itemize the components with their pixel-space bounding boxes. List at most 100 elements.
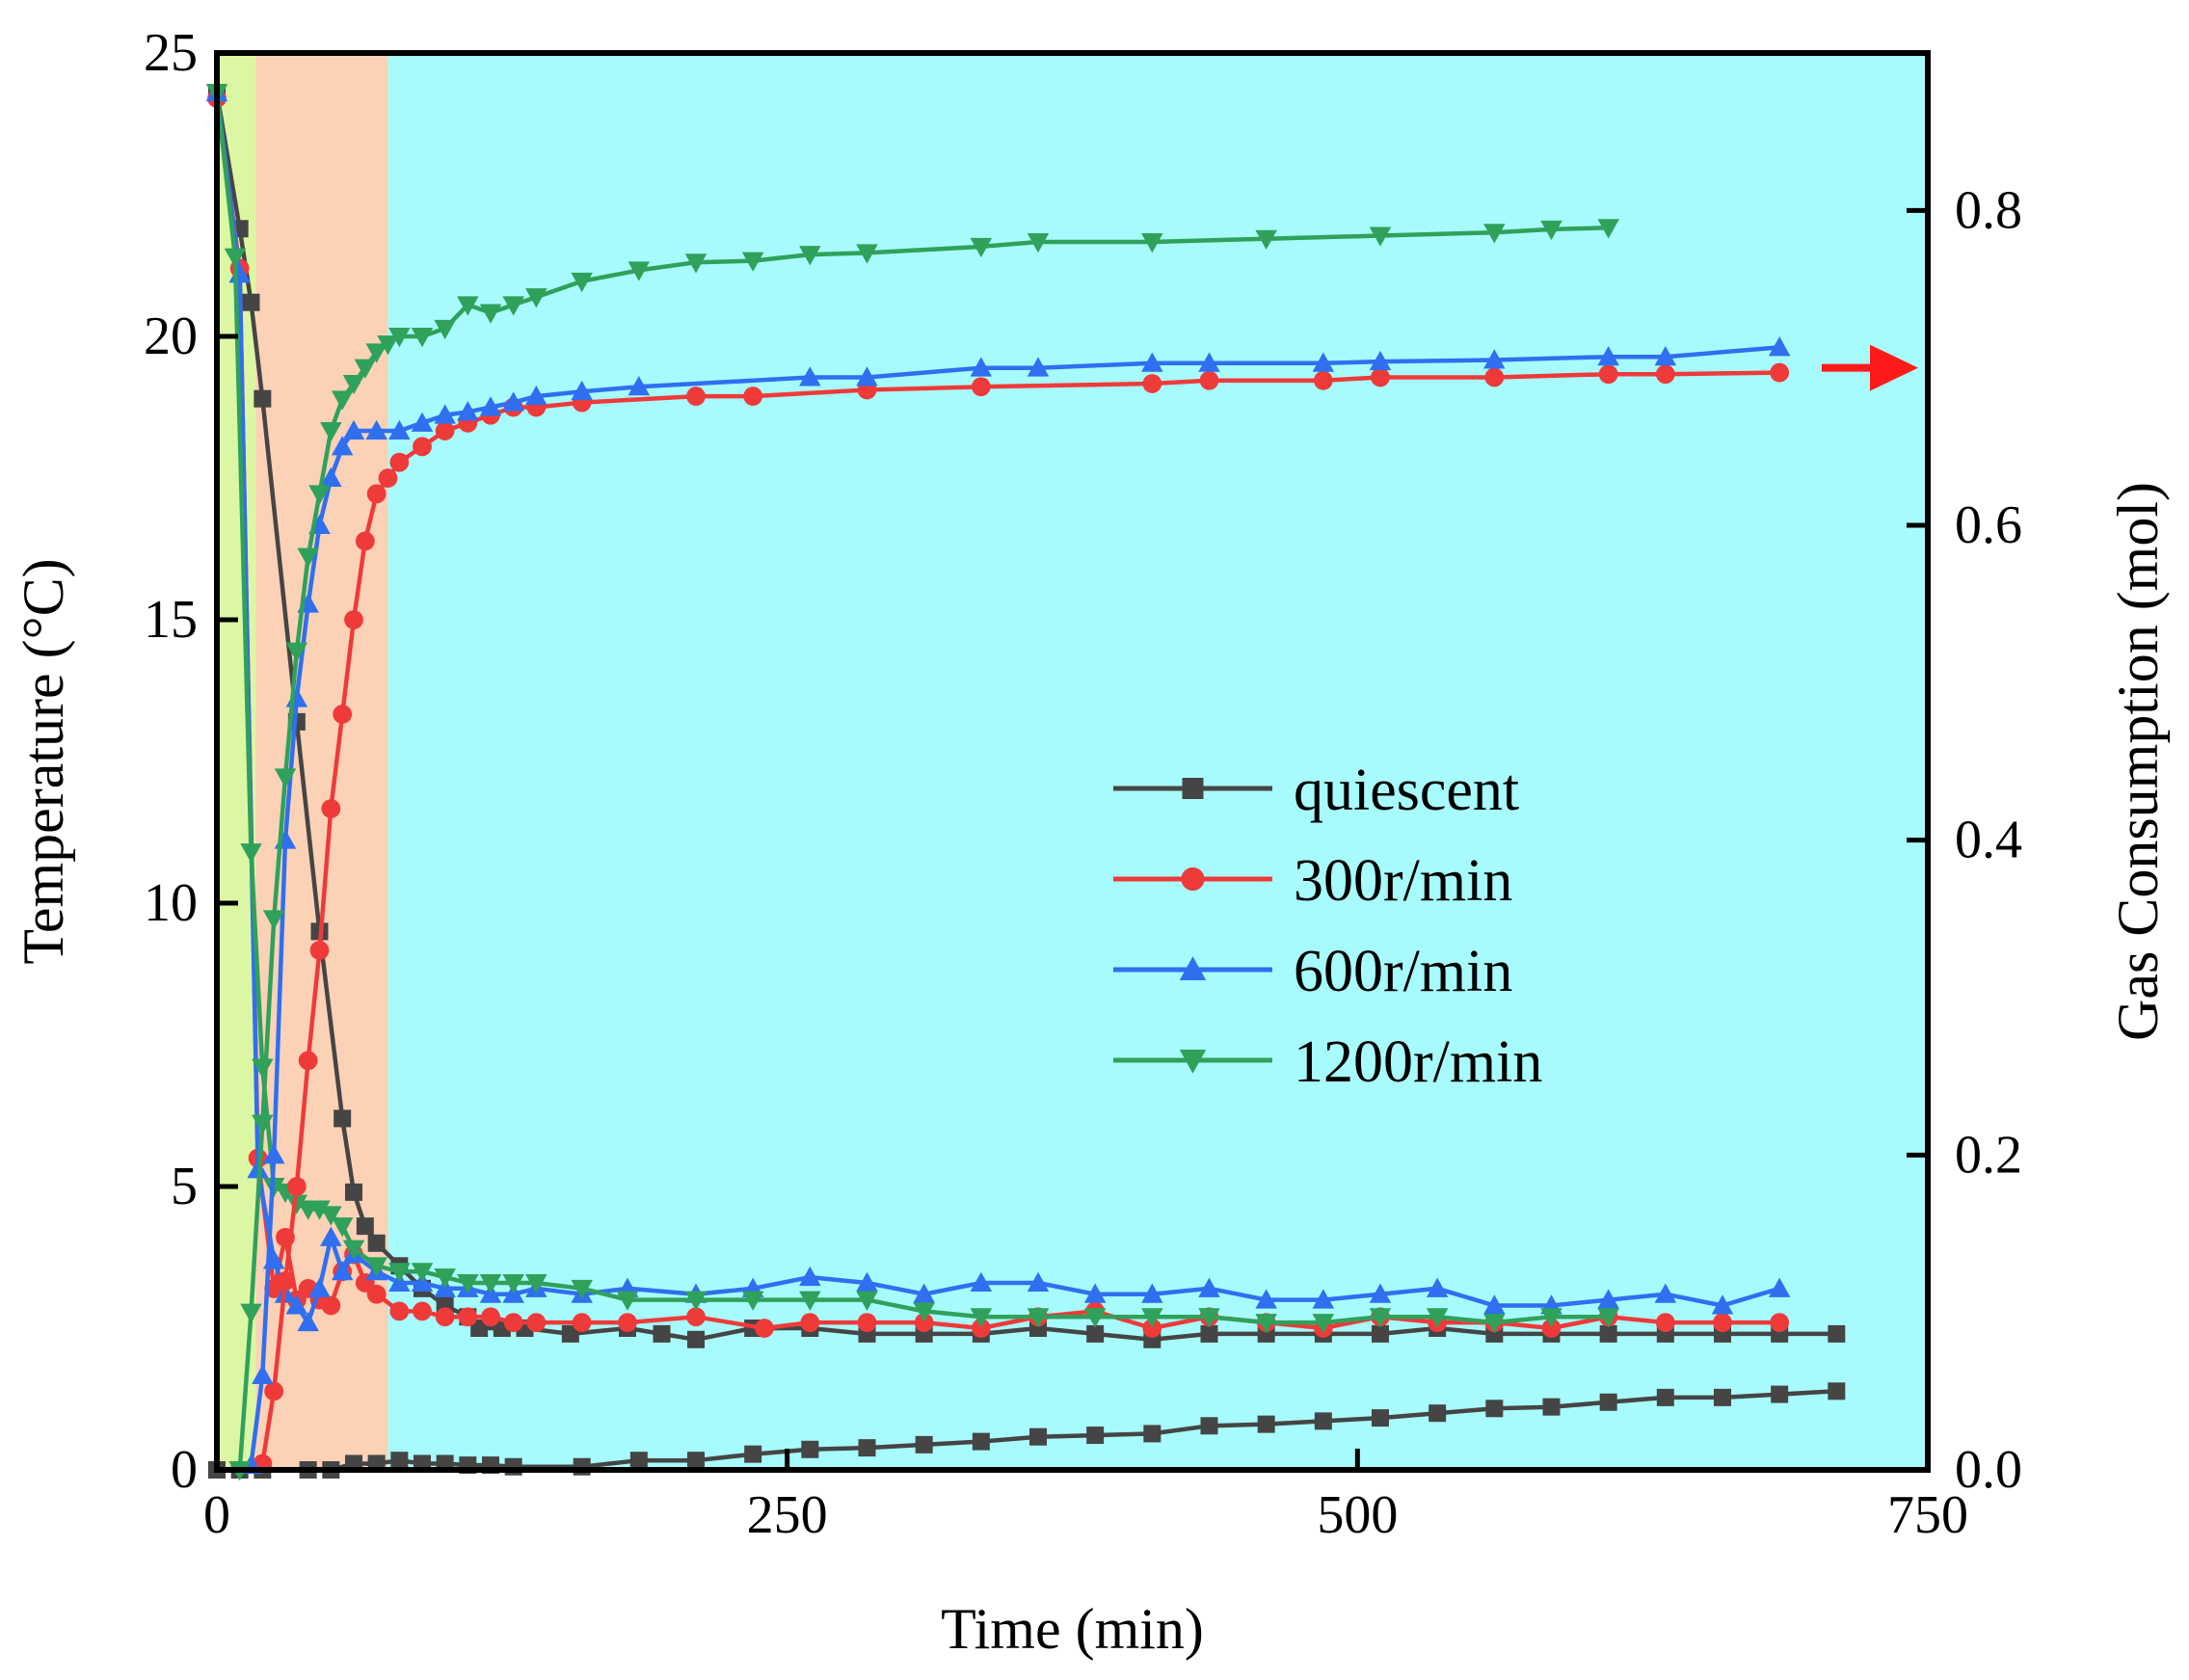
data-point [1369,1283,1392,1303]
data-point [355,531,375,551]
legend-label: 600r/min [1294,939,1512,1004]
data-point [413,437,432,457]
data-point [1654,345,1677,366]
data-point [331,1217,354,1238]
data-point [413,1301,432,1321]
data-point [1828,1324,1846,1343]
data-point [1426,1277,1449,1297]
legend-marker [1179,956,1207,980]
data-point [571,380,593,401]
data-point [1255,229,1277,250]
data-point [457,401,479,421]
data-point [309,941,330,960]
data-point [254,389,272,408]
data-point [224,248,247,268]
data-point [970,1308,993,1328]
data-point [1541,1319,1562,1338]
data-point [334,1109,352,1128]
data-point [320,1206,342,1226]
data-point [297,547,319,568]
y-axis-right-title: Gas Consumption (mol) [2106,482,2170,1041]
data-point [286,1177,307,1196]
data-point [411,412,434,432]
data-point [365,419,387,440]
data-point [434,1268,456,1289]
data-point [1083,1283,1107,1303]
data-point [799,1291,821,1311]
data-point [741,252,764,272]
data-point [1426,1308,1449,1328]
data-point [561,1324,579,1343]
y-left-tick-label: 20 [144,307,198,366]
data-point [627,376,651,396]
data-point [342,419,365,440]
legend-marker [1182,778,1204,799]
data-point [525,385,547,406]
data-point [741,1291,764,1311]
data-point [297,1311,319,1332]
data-point [457,1273,479,1294]
data-point [285,1194,308,1214]
data-point [1369,1308,1392,1328]
data-point [390,1452,409,1470]
data-point [1141,1283,1163,1303]
data-point [684,1291,707,1311]
data-point [1141,233,1163,253]
data-point [799,366,821,387]
y-left-tick-label: 0 [171,1440,198,1500]
data-point [285,642,308,662]
legend-label: 300r/min [1294,848,1512,914]
data-point [240,1303,262,1323]
data-point [502,296,524,316]
right-axis-arrow [1870,344,1918,391]
data-point [1656,1388,1674,1406]
y-left-tick-label: 25 [144,23,198,83]
data-point [308,1200,331,1220]
data-point [971,1319,991,1338]
data-point [479,1273,502,1294]
series-gas-consumption-300r-min [253,362,1790,1474]
y-right-tick-label: 0.4 [1955,811,2022,870]
data-point [526,1313,547,1333]
data-point [411,1263,434,1283]
legend-item-quiescent: quiescent [1113,758,1519,823]
data-point [970,357,993,377]
y-right-tick-label: 0.8 [1955,180,2022,240]
series-gas-consumption-1200r-min [228,219,1619,1481]
data-point [1485,1400,1504,1418]
data-point [1142,1319,1162,1338]
data-point [378,468,398,488]
data-point [435,1307,455,1327]
data-point [686,387,706,406]
data-point [1599,1393,1617,1411]
data-point [1086,1324,1105,1343]
data-point [1198,1277,1220,1297]
data-point [1428,1404,1447,1423]
data-point [377,335,399,356]
data-point [457,296,479,316]
data-point [503,1313,523,1333]
y-left-tick-label: 10 [144,873,198,933]
data-point [1313,370,1333,390]
data-point [1141,352,1163,372]
data-point [686,1307,706,1327]
data-point [1141,1308,1163,1328]
data-point [285,1294,308,1315]
data-point [755,1319,774,1338]
data-point [913,1302,935,1322]
data-point [1768,1277,1791,1297]
series-line [260,370,1780,1464]
data-point [856,1291,878,1311]
data-point [1086,1427,1105,1445]
data-point [1768,336,1791,357]
data-point [687,1452,705,1470]
data-point [331,390,354,411]
data-point [504,1457,522,1476]
legend-label: 1200r/min [1294,1029,1542,1095]
data-point [571,1279,593,1300]
data-point [262,910,285,930]
y-left-tick-label: 15 [144,590,198,650]
data-point [1597,1308,1619,1328]
legend: quiescent 300r/min 600r/min 1200r/min [1113,758,1542,1095]
